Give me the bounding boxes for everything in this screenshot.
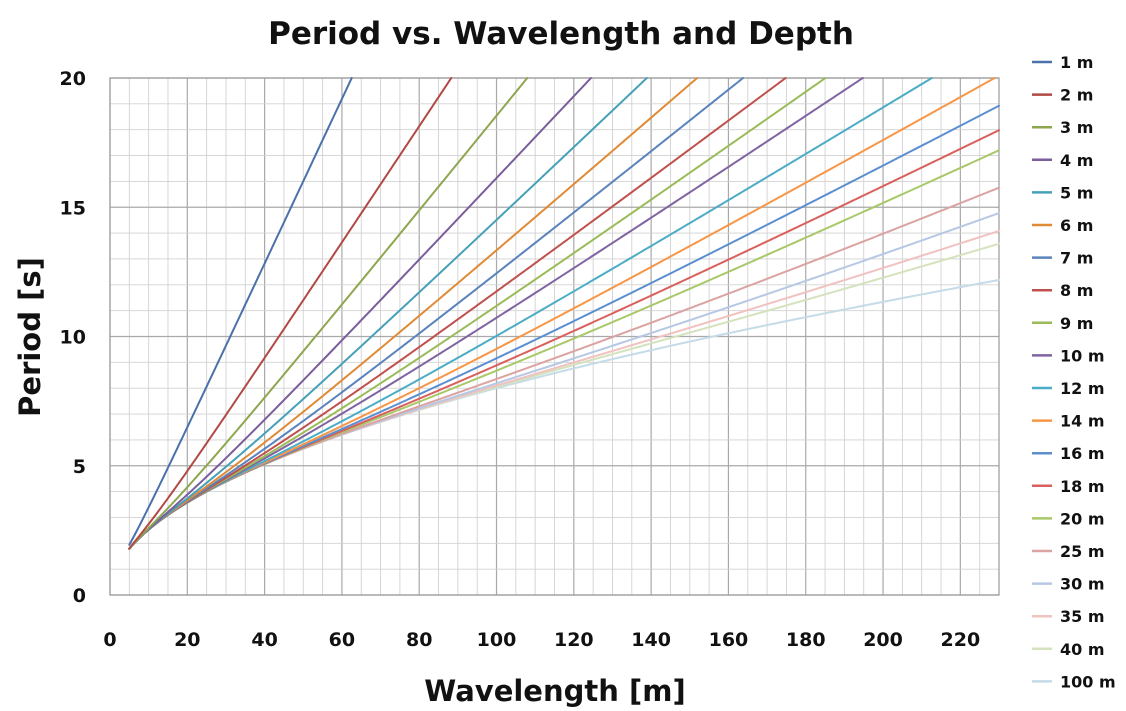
legend-label: 4 m <box>1060 151 1093 170</box>
series-line-3m <box>128 77 529 550</box>
x-tick-label: 100 <box>477 629 517 651</box>
series-line-40m <box>128 242 1000 550</box>
grid <box>109 77 1000 596</box>
legend: 1 m 2 m 3 m 4 m 5 m 6 m 7 m 8 m 9 m 10 m 12 m 14 m 1… <box>1032 53 1116 691</box>
series-line-10m <box>128 77 864 550</box>
series-line-12m <box>128 77 933 550</box>
legend-label: 8 m <box>1060 281 1093 300</box>
series-line-1m <box>128 77 353 546</box>
series-line-20m <box>128 149 1000 550</box>
legend-label: 2 m <box>1060 86 1093 105</box>
series-line-16m <box>128 104 1000 550</box>
legend-label: 30 m <box>1060 575 1105 594</box>
x-tick-label: 120 <box>554 629 594 651</box>
legend-label: 3 m <box>1060 118 1093 137</box>
x-tick-label: 20 <box>174 629 200 651</box>
series-line-35m <box>128 229 1000 550</box>
legend-label: 14 m <box>1060 412 1105 431</box>
series-line-5m <box>128 77 648 550</box>
x-tick-label: 40 <box>251 629 277 651</box>
series-line-30m <box>128 212 1000 550</box>
x-tick-label: 160 <box>709 629 749 651</box>
legend-label: 12 m <box>1060 379 1105 398</box>
y-tick-label: 20 <box>60 68 86 90</box>
x-tick-label: 200 <box>863 629 903 651</box>
legend-label: 9 m <box>1060 314 1093 333</box>
legend-label: 18 m <box>1060 477 1105 496</box>
legend-label: 5 m <box>1060 183 1093 202</box>
legend-label: 40 m <box>1060 640 1105 659</box>
legend-label: 1 m <box>1060 53 1093 72</box>
x-axis-ticks: 0 20 40 60 80 100 120 140 160 180 200 220 <box>103 629 980 651</box>
legend-label: 10 m <box>1060 346 1105 365</box>
y-tick-label: 15 <box>60 197 86 219</box>
legend-label: 35 m <box>1060 607 1105 626</box>
y-tick-label: 0 <box>73 585 86 607</box>
x-axis-title: Wavelength [m] <box>424 674 685 708</box>
legend-label: 16 m <box>1060 444 1105 463</box>
series-line-9m <box>128 77 827 550</box>
series-line-6m <box>128 77 699 550</box>
y-axis-ticks: 0 5 10 15 20 <box>60 68 86 607</box>
series-line-2m <box>128 77 453 550</box>
legend-label: 25 m <box>1060 542 1105 561</box>
x-tick-label: 0 <box>103 629 116 651</box>
x-tick-label: 220 <box>941 629 981 651</box>
legend-label: 20 m <box>1060 509 1105 528</box>
series-line-4m <box>128 77 592 550</box>
legend-label: 100 m <box>1060 672 1116 691</box>
series-lines <box>128 77 1000 550</box>
y-tick-label: 10 <box>60 327 86 349</box>
legend-label: 7 m <box>1060 249 1093 268</box>
y-tick-label: 5 <box>73 456 86 478</box>
series-line-7m <box>128 77 745 550</box>
plot-area-border <box>109 77 1000 596</box>
chart-title: Period vs. Wavelength and Depth <box>268 16 854 52</box>
x-tick-label: 140 <box>631 629 671 651</box>
legend-label: 6 m <box>1060 216 1093 235</box>
series-line-8m <box>128 77 787 550</box>
x-tick-label: 80 <box>406 629 432 651</box>
series-line-14m <box>128 77 996 550</box>
y-axis-title: Period [s] <box>13 257 47 417</box>
x-tick-label: 180 <box>786 629 826 651</box>
x-tick-label: 60 <box>329 629 355 651</box>
